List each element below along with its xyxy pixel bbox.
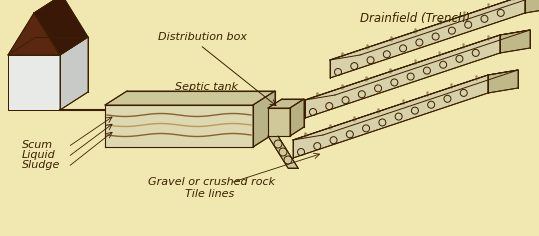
Polygon shape xyxy=(105,105,253,147)
Polygon shape xyxy=(500,30,530,53)
Text: Tile lines: Tile lines xyxy=(185,189,234,199)
Polygon shape xyxy=(293,70,518,140)
Polygon shape xyxy=(488,70,518,93)
Text: Drainfield (Trench): Drainfield (Trench) xyxy=(360,12,470,25)
Polygon shape xyxy=(330,0,525,78)
Polygon shape xyxy=(105,91,275,105)
Text: Gravel or crushed rock: Gravel or crushed rock xyxy=(148,177,275,187)
Polygon shape xyxy=(330,0,539,60)
Polygon shape xyxy=(60,37,88,110)
Polygon shape xyxy=(305,35,500,118)
Polygon shape xyxy=(8,55,60,110)
Polygon shape xyxy=(253,91,275,147)
Polygon shape xyxy=(268,99,304,108)
Polygon shape xyxy=(34,0,88,55)
Text: Liquid: Liquid xyxy=(22,150,56,160)
Polygon shape xyxy=(525,0,539,13)
Text: Sludge: Sludge xyxy=(22,160,60,170)
Text: Scum: Scum xyxy=(22,140,53,150)
Polygon shape xyxy=(290,99,304,136)
Polygon shape xyxy=(268,108,290,136)
Polygon shape xyxy=(293,75,488,158)
Polygon shape xyxy=(268,136,298,168)
Text: Septic tank: Septic tank xyxy=(175,82,238,92)
Text: Distribution box: Distribution box xyxy=(158,32,247,42)
Polygon shape xyxy=(8,37,88,55)
Polygon shape xyxy=(305,30,530,100)
Polygon shape xyxy=(8,13,60,55)
